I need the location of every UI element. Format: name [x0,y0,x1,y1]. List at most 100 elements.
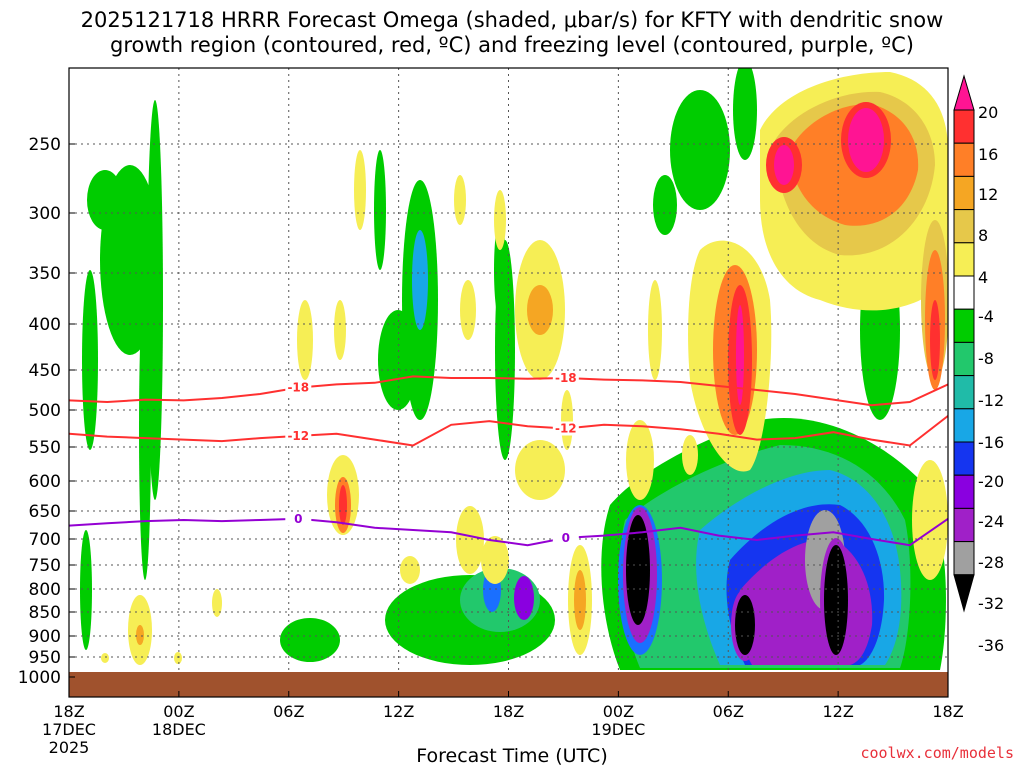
colorbar-segment [953,441,975,476]
colorbar-label: 20 [978,103,998,122]
colorbar-segment [953,175,975,211]
omega-region [670,90,730,210]
x-tick-label: 06Z [273,702,304,721]
colorbar: 20 16 12 8 4 -4 -8 -12 -16 -20 -24 -28 -32 -36 [953,74,1004,655]
omega-region [174,652,182,664]
y-tick-label: 650 [29,502,61,522]
contour-line--12 [69,415,948,447]
omega-region [354,150,366,230]
omega-region [87,170,123,230]
omega-region [626,515,650,625]
omega-region [82,270,98,450]
colorbar-label: 16 [978,145,998,164]
contour-label-bg [552,371,579,385]
colorbar-label: 8 [978,226,988,245]
omega-region [682,435,698,475]
colorbar-segment [953,507,975,543]
y-tick-label: 850 [29,603,61,623]
omega-region [454,175,466,225]
colorbar-label: -36 [978,636,1004,655]
y-tick-label: 800 [29,580,61,600]
y-tick-label: 1000 [18,668,61,688]
omega-region [374,150,386,270]
x-tick-label: 06Z [713,702,744,721]
contour-label: 0 [294,512,302,526]
colorbar-segment [953,341,975,377]
contour-line-0 [69,517,948,547]
omega-region [736,305,744,405]
omega-region [212,589,222,617]
y-tick-label: 250 [29,135,61,155]
omega-region [561,390,573,450]
omega-region [334,300,346,360]
omega-region [101,653,109,663]
omega-region [774,145,794,185]
omega-region [80,530,92,650]
y-tick-label: 950 [29,648,61,668]
contour-label: -18 [287,381,309,395]
omega-region [339,485,347,525]
omega-region [653,175,677,235]
colorbar-segment [953,541,975,576]
y-tick-label: 400 [29,315,61,335]
colorbar-segment [953,142,975,177]
y-tick-label: 350 [29,264,61,284]
x-tick-label: 18Z [53,702,84,721]
colorbar-label: -12 [978,391,1004,410]
contour-label-bg [285,511,312,526]
y-tick-label: 450 [29,361,61,381]
contour-label: -18 [555,371,577,385]
y-tick-label: 600 [29,472,61,492]
omega-region [515,440,565,500]
contour-line--18 [69,375,948,407]
x-tick-label: 12Z [383,702,414,721]
colorbar-label: 4 [978,268,988,287]
temperature-contours: -18 -18 -12 -12 0 0 [69,371,948,547]
omega-region [912,460,948,580]
colorbar-label: -8 [978,349,994,368]
contour-label: 0 [562,531,570,545]
colorbar-bottom-arrow [953,574,975,613]
contour-label-bg [285,428,312,443]
y-tick-label: 750 [29,556,61,576]
colorbar-segment [953,209,975,244]
omega-region [136,625,144,645]
colorbar-segment [953,109,975,144]
colorbar-segment [953,308,975,343]
x-tick-label: 18Z [932,702,963,721]
x-tick-label: 18Z [493,702,524,721]
x-tick-label: 17DEC [42,720,96,739]
colorbar-segment [953,375,975,410]
x-tick-label: 12Z [822,702,853,721]
source-credit: coolwx.com/models [860,744,1014,762]
omega-region [626,420,654,500]
omega-region [527,285,553,335]
chart-title-line1: 2025121718 HRRR Forecast Omega (shaded, … [80,8,944,32]
colorbar-segment [953,408,975,443]
colorbar-top-arrow [953,74,975,111]
omega-region [733,68,757,160]
omega-region [574,570,586,630]
omega-region [460,280,476,340]
x-axis-label: Forecast Time (UTC) [416,745,608,767]
omega-region [494,190,506,250]
omega-region [514,576,534,620]
contour-label: -12 [287,429,309,443]
colorbar-label: 12 [978,185,998,204]
contour-label-bg [285,380,312,395]
omega-region [735,595,755,655]
x-tick-label: 2025 [49,738,90,757]
chart-title-line2: growth region (contoured, red, ºC) and f… [110,33,914,57]
colorbar-label: -4 [978,307,994,326]
omega-region [495,240,515,460]
omega-region [824,545,848,655]
omega-region [648,280,662,380]
x-tick-label: 00Z [163,702,194,721]
omega-region [848,108,884,172]
colorbar-label: -20 [978,472,1004,491]
y-axis-ticks: 250 300 350 400 450 500 550 600 650 700 750 800 850 9… [18,135,75,688]
x-tick-label: 19DEC [591,720,645,739]
y-tick-label: 300 [29,204,61,224]
omega-region [456,506,484,574]
